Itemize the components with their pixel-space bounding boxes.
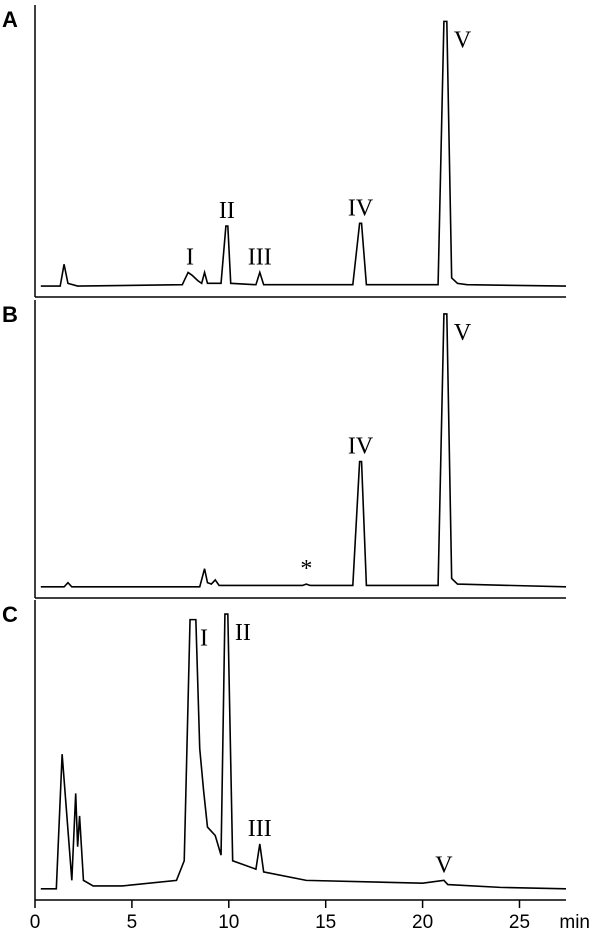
- peak-label: *: [300, 556, 312, 582]
- x-tick-label: 20: [412, 912, 433, 933]
- peak-label: I: [186, 244, 194, 270]
- x-tick-label: 25: [509, 912, 530, 933]
- x-tick-label: 5: [127, 912, 138, 933]
- x-tick-label: 10: [218, 912, 239, 933]
- peak-label: III: [248, 816, 272, 842]
- x-axis-label: min: [559, 912, 590, 933]
- panel-label: A: [2, 7, 18, 32]
- trace: [40, 20, 567, 287]
- peak-label: V: [454, 320, 472, 346]
- peak-label: V: [435, 852, 453, 878]
- panel-label: C: [2, 602, 18, 627]
- x-tick-label: 15: [315, 912, 336, 933]
- peak-label: V: [454, 27, 472, 53]
- panel-label: B: [2, 302, 18, 327]
- peak-label: I: [200, 626, 208, 652]
- peak-label: IV: [348, 195, 374, 221]
- trace: [40, 313, 567, 588]
- peak-label: II: [235, 620, 251, 646]
- trace: [40, 613, 567, 890]
- peak-label: III: [248, 244, 272, 270]
- peak-label: IV: [348, 434, 374, 460]
- peak-label: II: [219, 198, 235, 224]
- x-tick-label: 0: [30, 912, 41, 933]
